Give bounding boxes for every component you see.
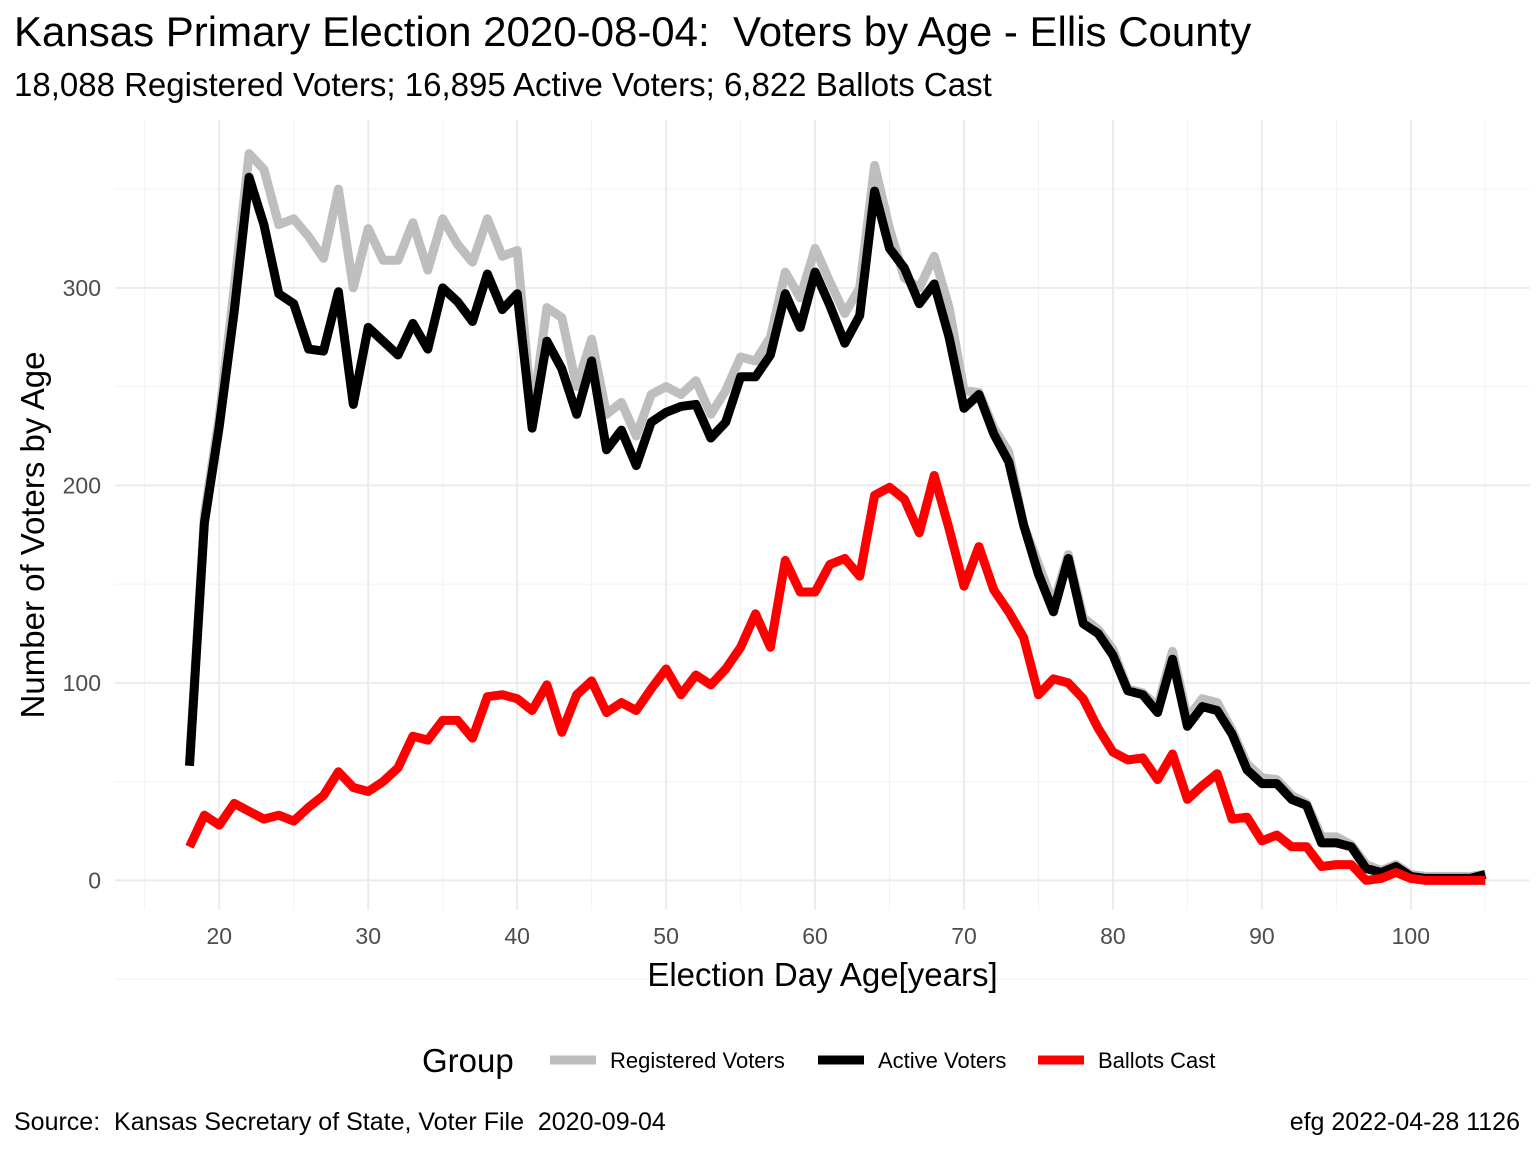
chart-title: Kansas Primary Election 2020-08-04: Vote…: [14, 8, 1252, 55]
legend-label: Active Voters: [878, 1048, 1006, 1073]
x-axis-title: Election Day Age[years]: [647, 956, 997, 993]
series-line-registered-voters: [185, 149, 1486, 881]
series-lines: [185, 149, 1487, 885]
source-caption: Source: Kansas Secretary of State, Voter…: [14, 1108, 666, 1136]
legend-label: Ballots Cast: [1098, 1048, 1215, 1073]
x-tick-label: 50: [653, 923, 679, 949]
legend: Group Registered Voters Active Voters Ball…: [422, 1042, 1215, 1079]
legend-title: Group: [422, 1042, 514, 1079]
x-axis-ticks: 20 30 40 50 60 70 80 90 100: [206, 923, 1430, 949]
x-tick-label: 30: [355, 923, 381, 949]
y-tick-label: 300: [63, 275, 101, 301]
y-tick-label: 200: [63, 472, 101, 498]
series-line-active-voters: [185, 172, 1487, 883]
x-tick-label: 70: [951, 923, 977, 949]
line-chart: 0 100 200 300 20 30 40 50 60 70 80 90 100 Election …: [14, 120, 1530, 1079]
y-tick-label: 0: [88, 867, 101, 893]
author-caption: efg 2022-04-28 1126: [1289, 1108, 1520, 1136]
y-tick-label: 100: [63, 670, 101, 696]
x-tick-label: 20: [206, 923, 232, 949]
x-tick-label: 80: [1100, 923, 1126, 949]
series-line-ballots-cast: [185, 471, 1486, 885]
y-axis-ticks: 0 100 200 300: [63, 275, 101, 894]
x-tick-label: 100: [1392, 923, 1430, 949]
x-tick-label: 60: [802, 923, 828, 949]
legend-label: Registered Voters: [610, 1048, 785, 1073]
x-tick-label: 40: [504, 923, 530, 949]
chart-subtitle: 18,088 Registered Voters; 16,895 Active …: [14, 66, 992, 103]
y-axis-title: Number of Voters by Age: [14, 352, 51, 719]
x-tick-label: 90: [1249, 923, 1275, 949]
